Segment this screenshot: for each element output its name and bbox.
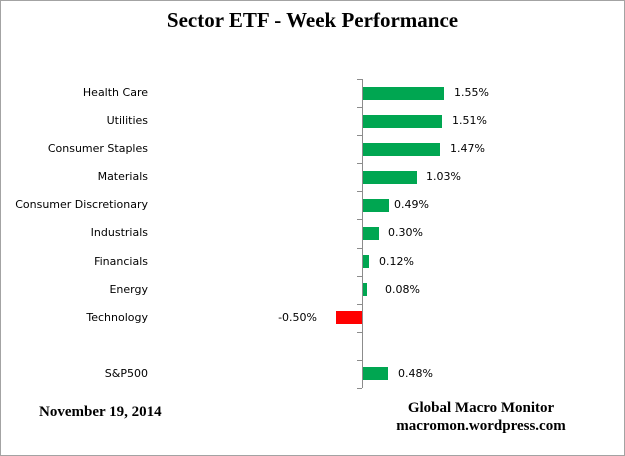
- category-label: Financials: [94, 254, 148, 268]
- axis-tick: [357, 360, 362, 361]
- category-label: S&P500: [104, 366, 148, 380]
- footer-credit-line1: Global Macro Monitor: [407, 400, 555, 416]
- y-axis-line: [362, 79, 363, 388]
- bar-positive: [363, 283, 367, 296]
- chart-title: Sector ETF - Week Performance: [166, 8, 459, 32]
- category-label: Utilities: [106, 114, 148, 128]
- bar-positive: [363, 115, 442, 128]
- axis-tick: [357, 135, 362, 136]
- axis-tick: [357, 332, 362, 333]
- footer-credit: Global Macro Monitor macromon.wordpress.…: [341, 399, 621, 435]
- footer-date: November 19, 2014: [39, 404, 162, 420]
- category-label: Materials: [97, 170, 148, 184]
- bar-positive: [363, 227, 379, 240]
- value-label: 0.12%: [379, 254, 414, 268]
- value-label: 0.30%: [388, 226, 423, 240]
- axis-tick: [357, 191, 362, 192]
- bar-positive: [363, 143, 440, 156]
- axis-tick: [357, 248, 362, 249]
- bar-positive: [363, 87, 444, 100]
- axis-tick: [357, 304, 362, 305]
- axis-tick: [357, 163, 362, 164]
- axis-tick: [357, 79, 362, 80]
- category-label: Industrials: [90, 226, 148, 240]
- axis-tick: [357, 219, 362, 220]
- bar-positive: [363, 367, 388, 380]
- bar-negative: [336, 311, 362, 324]
- value-label: 1.51%: [452, 114, 487, 128]
- footer-credit-line2: macromon.wordpress.com: [396, 418, 566, 434]
- axis-tick: [357, 388, 362, 389]
- value-label: 0.48%: [398, 366, 433, 380]
- value-label: 1.03%: [426, 170, 461, 184]
- bar-positive: [363, 199, 389, 212]
- value-label: 1.47%: [450, 142, 485, 156]
- value-label: 0.49%: [394, 198, 429, 212]
- axis-tick: [357, 107, 362, 108]
- bar-positive: [363, 171, 417, 184]
- axis-tick: [357, 276, 362, 277]
- category-label: Consumer Staples: [47, 142, 148, 156]
- bar-positive: [363, 255, 369, 268]
- category-label: Energy: [109, 282, 148, 296]
- value-label: 1.55%: [454, 86, 489, 99]
- category-label: Consumer Discretionary: [15, 198, 148, 212]
- category-label: Health Care: [82, 86, 148, 99]
- category-label: Technology: [86, 310, 148, 324]
- value-label: -0.50%: [278, 310, 317, 324]
- value-label: 0.08%: [385, 282, 420, 296]
